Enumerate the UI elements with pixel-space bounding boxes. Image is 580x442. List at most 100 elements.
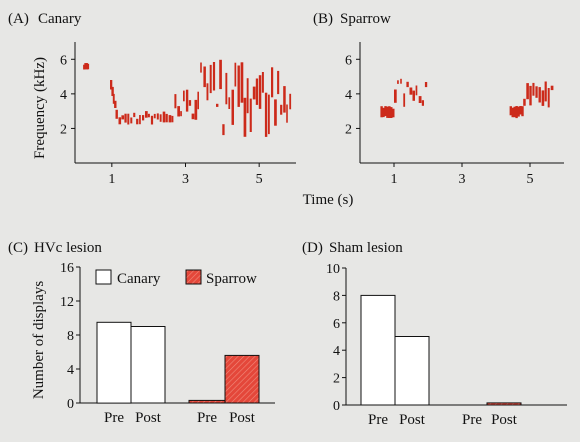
spectrogram-streak [286,104,288,123]
spectrogram-streak [249,98,252,132]
spectrogram-streak [412,90,415,101]
spectrogram-streak [271,67,274,98]
panel-d-label: (D) [302,240,323,256]
bar-canary-pre [96,321,132,404]
spectrogram-streak [519,106,522,115]
spectrogram-streak [258,75,262,109]
panel-b-label: (B) [313,11,333,27]
spectrogram-streak [386,106,389,118]
spectrogram-streak [547,88,550,108]
spectrogram-streak [191,113,195,120]
spectrogram-streak [150,115,154,125]
spectrogram-streak [177,106,180,117]
spectrogram-streak [206,83,209,101]
panel-d-bars [360,294,522,406]
y-tick-label: 6 [60,53,67,68]
panel-c-legend: Canary Sparrow [95,269,257,287]
category-label: Pre [368,412,388,428]
spectrogram-streak [277,70,280,95]
song-note [509,106,524,119]
spectrogram-streak [526,83,529,100]
bar-canary-pre [360,294,396,406]
spectrogram-streak [246,78,249,114]
spectrogram-streak [392,108,395,118]
spectrogram-streak [424,82,428,88]
spectrogram-streak [228,97,231,109]
spectrogram-streak [234,62,237,87]
spectrogram-streak [145,111,148,118]
spectrogram-streak [174,94,177,109]
spectrogram-streak [110,80,113,90]
spectrogram-streak [397,80,399,84]
spectrogram-streak [153,113,156,119]
song-note [83,63,90,70]
spectrogram-streak [121,115,125,120]
panel-a-label: (A) [8,11,29,27]
panel-d: (D) Sham lesion 0 2 4 6 8 10 Pre Post Pre Post [302,240,567,428]
spectrogram-streak [124,113,127,123]
spectrogram-streak [231,89,234,125]
spectrogram-streak [130,117,133,124]
category-label: Pre [462,412,482,428]
spectrogram-streak [168,115,172,123]
song-note [394,78,428,107]
spectrogram-streak [180,111,182,117]
spectrogram-streak [264,92,268,137]
spectrogram-streak [415,85,418,96]
spectrogram-streak [409,87,413,95]
spectrogram-streak [159,114,162,122]
y-tick-label: 6 [333,317,340,332]
spectrogram-streak [261,72,264,93]
spectrogram-streak [252,86,256,100]
spectrogram-streak [237,65,240,107]
spectrogram-streak [240,62,244,103]
spectrogram-streak [517,106,520,117]
category-label: Post [229,410,256,426]
spectrogram-streak [544,81,547,102]
spectrogram-streak [511,107,514,118]
panel-b-title: Sparrow [340,11,391,27]
panel-b: (B) Sparrow 2 4 6 1 3 5 [313,11,564,187]
y-tick-label: 2 [333,372,340,387]
x-tick-label: 3 [459,172,466,187]
x-tick-label: 5 [256,172,263,187]
spectrogram-streak [142,115,145,121]
category-label: Pre [104,410,124,426]
spectrogram-streak [283,86,286,113]
spectrogram-streak [535,86,538,98]
spectrogram-streak [112,93,115,104]
spectrogram-streak [118,117,122,125]
song-note [380,106,395,118]
bar-canary-post [394,336,430,406]
spectrogram-streak [165,113,168,123]
spectrogram-streak [255,78,259,105]
y-tick-label: 0 [67,397,74,412]
panel-d-ticks: 0 2 4 6 8 10 Pre Post Pre Post [326,262,518,428]
spectrogram-streak [156,113,159,120]
panel-a-ticks: 2 4 6 1 3 5 [60,53,263,187]
spectrogram-streak [162,111,166,123]
spectrogram-streak [382,107,385,118]
y-tick-label: 8 [67,329,74,344]
spectrogram-streak [418,96,422,103]
spectrogram-streak [86,63,90,70]
y-tick-label: 4 [333,344,340,359]
panel-c: (C) HVc lesion Number of displays 0 4 8 12 1… [8,240,275,426]
spectrogram-streak [114,100,117,108]
spectrogram-streak [400,78,402,84]
spectrogram-streak [194,99,198,120]
spectrogram-streak [188,100,192,106]
song-note [222,62,292,137]
legend-sparrow-swatch [185,269,202,285]
spectrogram-streak [183,90,185,102]
spectrogram-streak [219,59,222,90]
spectrogram-streak [133,112,136,118]
y-tick-label: 4 [67,363,74,378]
category-label: Post [491,412,518,428]
y-tick-label: 4 [60,88,67,103]
song-note [200,59,222,107]
spectrogram-streak [388,106,391,118]
panel-a-ylabel: Frequency (kHz) [32,57,48,159]
panel-b-spectrogram [380,78,554,119]
